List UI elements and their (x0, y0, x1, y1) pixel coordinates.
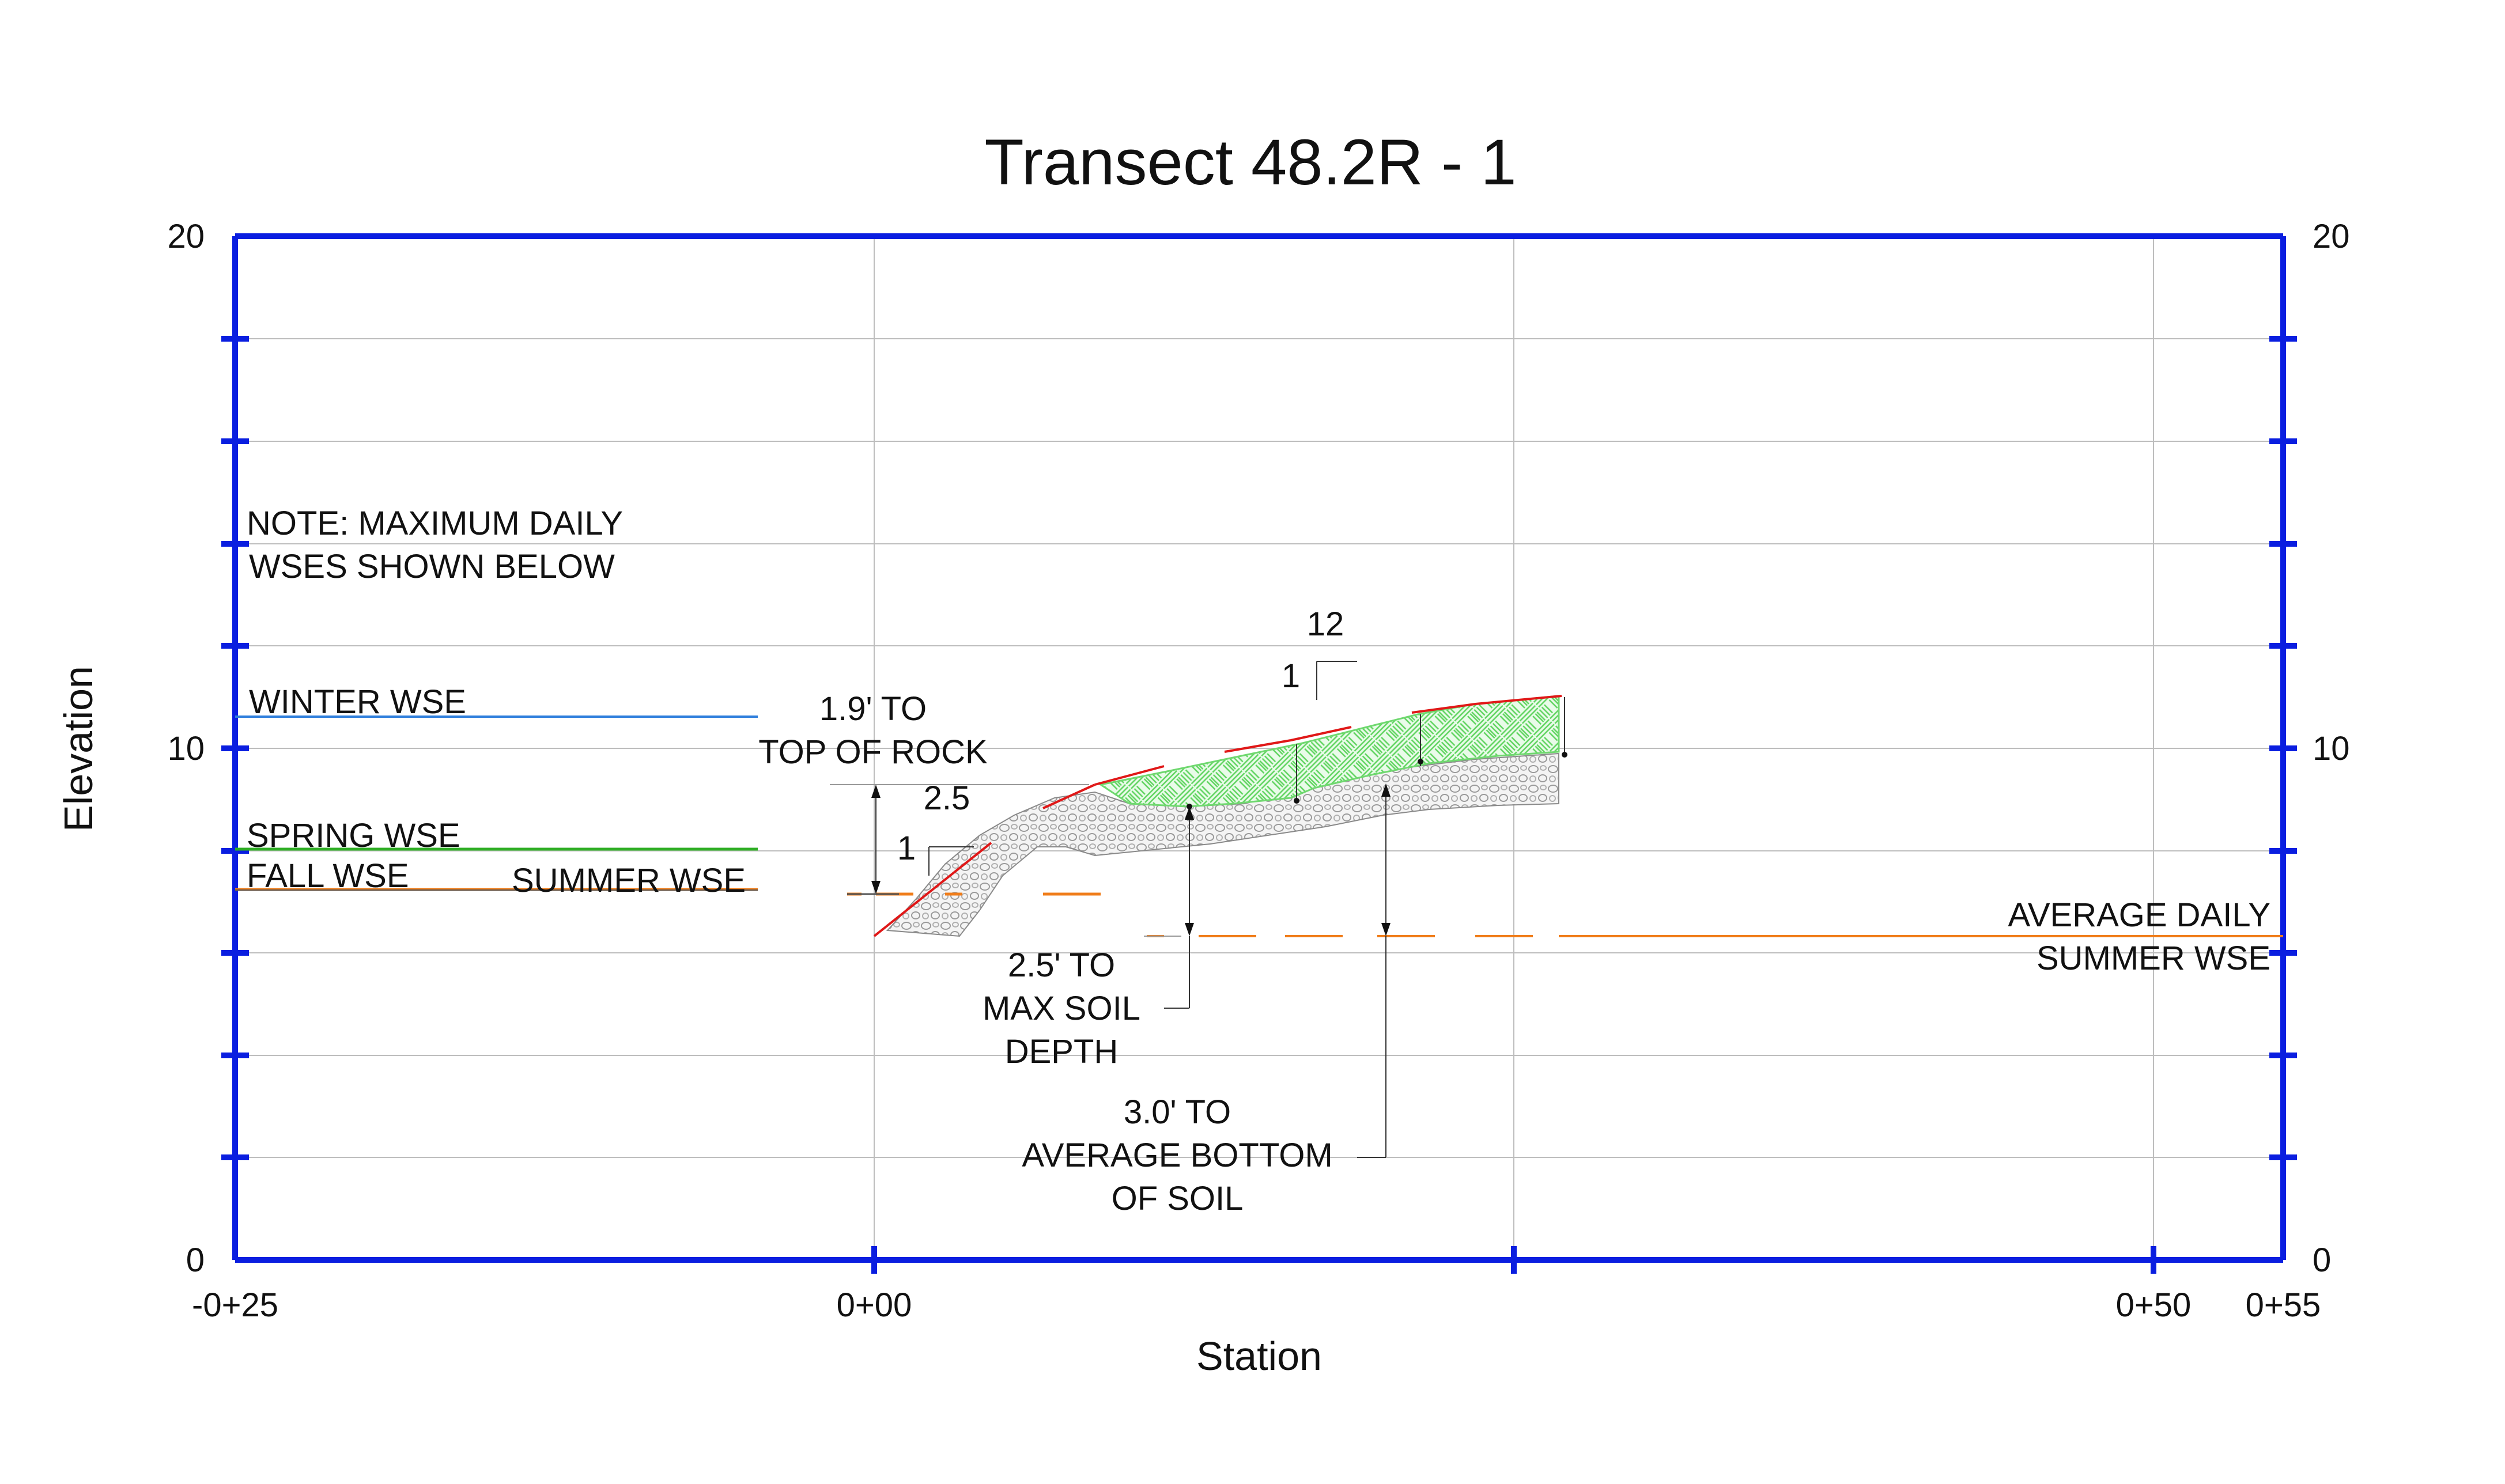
spring-wse-label: SPRING WSE (247, 817, 460, 854)
slope-rise-label: 1 (897, 830, 916, 867)
x-ticks: -0+25 0+00 0+50 0+55 (192, 1286, 2321, 1324)
y-ticks-right: 20 10 0 (2313, 218, 2350, 1279)
y-axis-title: Elevation (56, 666, 101, 832)
dimension-lines (830, 661, 1565, 1158)
soil-depth-label: MAX SOIL (983, 990, 1140, 1027)
grid (235, 236, 2283, 1260)
x-tick-label: 0+55 (2246, 1286, 2321, 1324)
slope2-rise-label: 1 (1282, 657, 1300, 695)
annotations: NOTE: MAXIMUM DAILY WSES SHOWN BELOW WIN… (247, 505, 2270, 1217)
x-axis-title: Station (1196, 1334, 1322, 1379)
rock-layer (886, 752, 1559, 937)
avg-summer-wse-label: SUMMER WSE (2037, 940, 2270, 977)
y-tick-label: 10 (2313, 730, 2350, 767)
y-ticks-left: 20 10 0 (167, 218, 205, 1279)
y-tick-label: 20 (2313, 218, 2350, 255)
fall-wse-label: FALL WSE (247, 857, 409, 895)
x-tick-label: -0+25 (192, 1286, 278, 1324)
y-tick-label: 0 (186, 1241, 205, 1279)
x-tick-label: 0+50 (2116, 1286, 2192, 1324)
note-text: WSES SHOWN BELOW (249, 548, 615, 585)
note-text: NOTE: MAXIMUM DAILY (247, 505, 623, 542)
x-tick-label: 0+00 (837, 1286, 912, 1324)
summer-wse-label: SUMMER WSE (512, 862, 746, 899)
avg-bottom-label: OF SOIL (1112, 1180, 1244, 1217)
y-tick-label: 10 (167, 730, 205, 767)
avg-bottom-label: 3.0' TO (1124, 1093, 1231, 1131)
chart-title: Transect 48.2R - 1 (984, 126, 1516, 198)
slope-run-label: 2.5 (924, 779, 970, 817)
soil-layer (1098, 695, 1560, 808)
rock-depth-label: 1.9' TO (819, 690, 927, 728)
winter-wse-label: WINTER WSE (249, 683, 466, 721)
dimension-arrows (871, 752, 1567, 936)
slope2-run-label: 12 (1307, 605, 1344, 643)
ground-surface (873, 695, 1562, 937)
y-tick-label: 20 (167, 218, 205, 255)
soil-depth-label: 2.5' TO (1008, 947, 1115, 984)
avg-summer-wse-label: AVERAGE DAILY (2008, 896, 2270, 934)
soil-depth-label: DEPTH (1005, 1033, 1119, 1070)
y-tick-label: 0 (2313, 1241, 2331, 1279)
frame-ticks (221, 336, 2297, 1274)
rock-depth-label: TOP OF ROCK (758, 733, 988, 771)
avg-bottom-label: AVERAGE BOTTOM (1022, 1137, 1332, 1174)
